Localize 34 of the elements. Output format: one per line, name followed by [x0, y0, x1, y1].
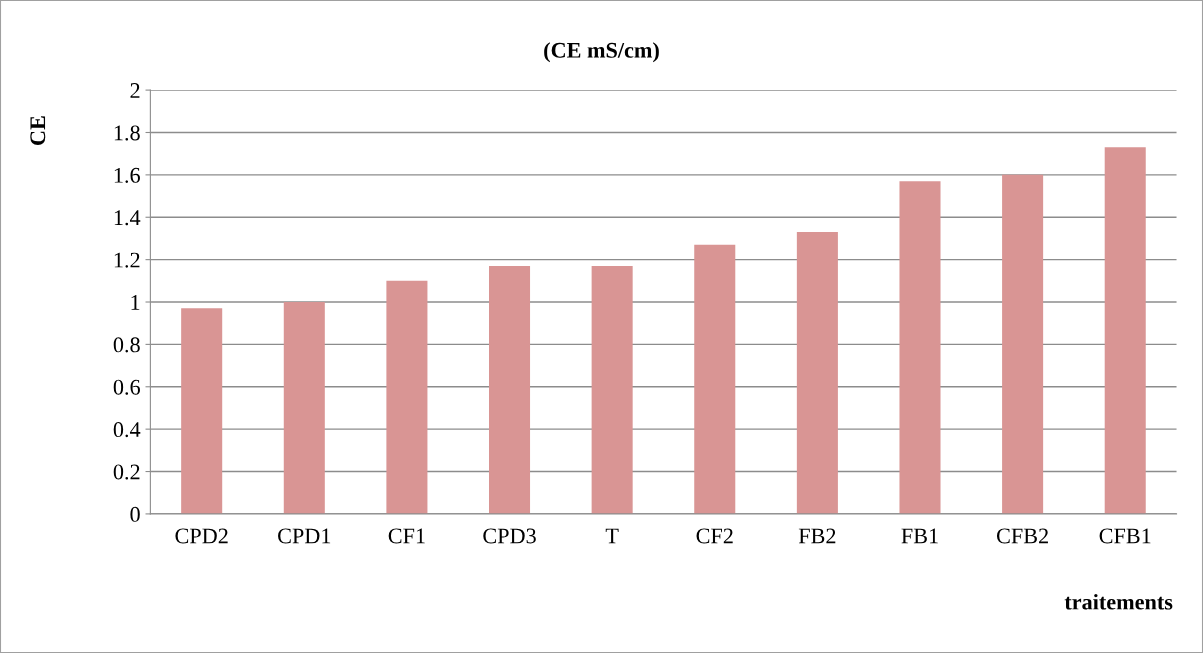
bar [1104, 147, 1146, 514]
bar [694, 244, 736, 514]
x-tick-label: FB1 [901, 528, 938, 544]
y-tick-label: 0.2 [113, 464, 140, 480]
bar [796, 232, 838, 514]
x-tick-label: T [605, 528, 619, 544]
bar [181, 308, 223, 514]
bar [1002, 174, 1044, 514]
y-tick-label: 1 [131, 295, 140, 310]
y-tick-label: 1.6 [114, 167, 140, 183]
x-tick-label: CF2 [696, 528, 733, 544]
x-tick-label: CPD2 [175, 528, 228, 544]
y-tick-label: 0.4 [113, 422, 141, 438]
bar [386, 280, 428, 514]
y-axis-title: CE [30, 116, 46, 145]
bar [489, 265, 531, 514]
bar [899, 181, 941, 514]
x-tick-label: CF1 [388, 528, 425, 544]
x-tick-label: CFB1 [1099, 528, 1151, 544]
y-tick-label: 1.2 [114, 252, 140, 268]
x-tick-label: CFB2 [996, 528, 1048, 544]
x-axis-title: traitements [1064, 593, 1173, 610]
y-tick-label: 0.6 [113, 379, 140, 395]
y-tick-label: 1.4 [114, 210, 141, 226]
y-tick-label: 2 [130, 83, 140, 98]
bar [283, 302, 325, 514]
chart-title: (CE mS/cm) [544, 42, 659, 63]
y-tick-label: 0.8 [113, 337, 140, 353]
y-tick-label: 1.8 [114, 125, 140, 141]
x-tick-label: CPD3 [483, 528, 536, 544]
x-tick-label: FB2 [798, 528, 836, 544]
bar [591, 265, 633, 514]
x-tick-label: CPD1 [278, 528, 331, 544]
y-tick-label: 0 [130, 506, 140, 522]
